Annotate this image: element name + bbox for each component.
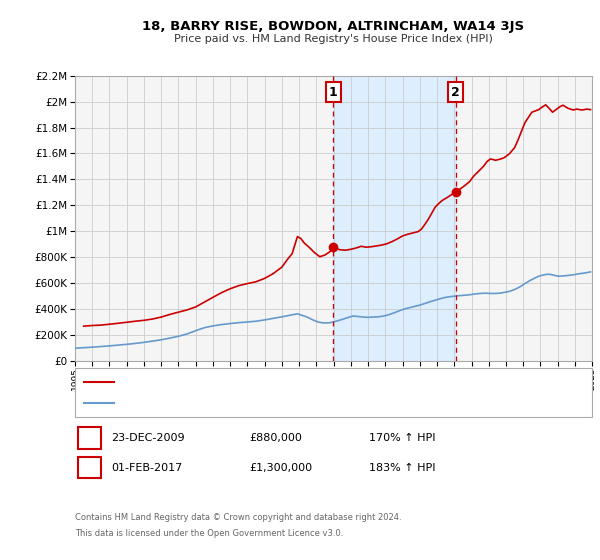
Text: 01-FEB-2017: 01-FEB-2017: [111, 463, 182, 473]
Text: 18, BARRY RISE, BOWDON, ALTRINCHAM, WA14 3JS (detached house): 18, BARRY RISE, BOWDON, ALTRINCHAM, WA14…: [120, 377, 460, 387]
Text: £880,000: £880,000: [249, 433, 302, 443]
Text: HPI: Average price, detached house, Trafford: HPI: Average price, detached house, Traf…: [120, 398, 338, 408]
Text: £1,300,000: £1,300,000: [249, 463, 312, 473]
Text: 170% ↑ HPI: 170% ↑ HPI: [369, 433, 436, 443]
Text: Contains HM Land Registry data © Crown copyright and database right 2024.: Contains HM Land Registry data © Crown c…: [75, 513, 401, 522]
Bar: [333, 76, 455, 361]
Text: 1: 1: [329, 86, 338, 99]
Text: This data is licensed under the Open Government Licence v3.0.: This data is licensed under the Open Gov…: [75, 529, 343, 538]
Text: Price paid vs. HM Land Registry's House Price Index (HPI): Price paid vs. HM Land Registry's House …: [173, 34, 493, 44]
Text: 1: 1: [86, 433, 93, 443]
Text: 183% ↑ HPI: 183% ↑ HPI: [369, 463, 436, 473]
Text: 18, BARRY RISE, BOWDON, ALTRINCHAM, WA14 3JS: 18, BARRY RISE, BOWDON, ALTRINCHAM, WA14…: [142, 20, 524, 32]
Text: 2: 2: [451, 86, 460, 99]
Text: 2: 2: [86, 463, 93, 473]
Text: 23-DEC-2009: 23-DEC-2009: [111, 433, 185, 443]
